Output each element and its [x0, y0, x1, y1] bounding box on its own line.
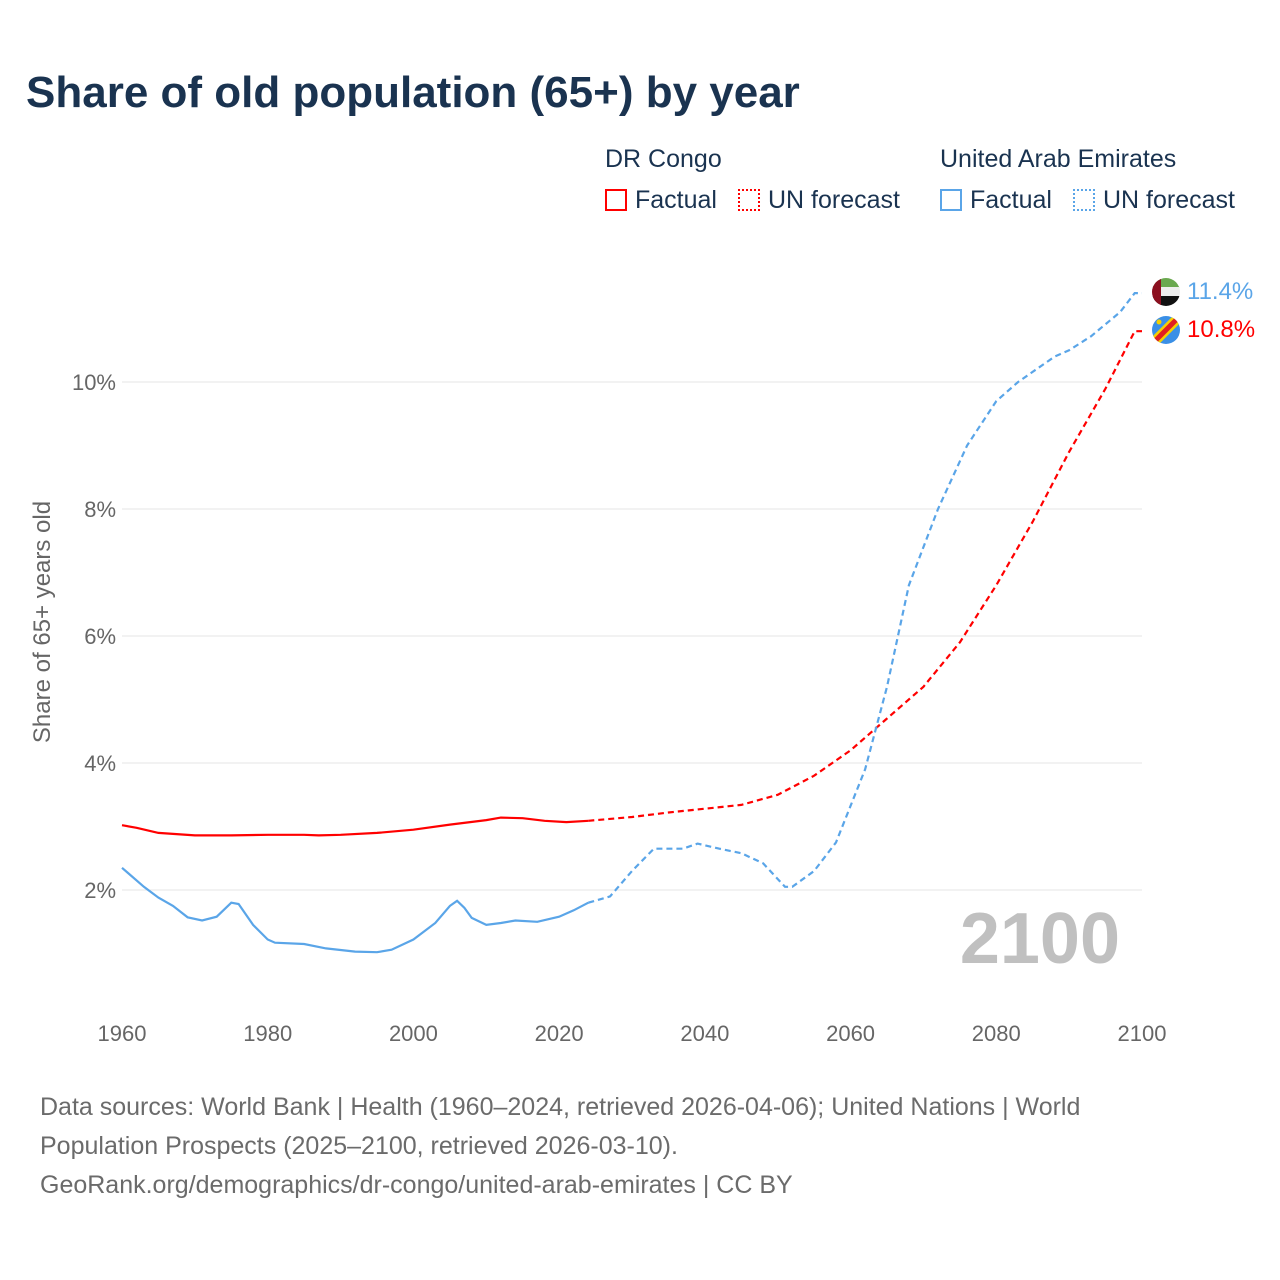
legend-swatch: [1073, 189, 1095, 211]
uae-flag-icon: [1152, 278, 1180, 306]
y-tick-label: 10%: [72, 370, 116, 395]
footer-link[interactable]: GeoRank.org/demographics/dr-congo/united…: [40, 1171, 793, 1199]
x-tick-label: 2080: [972, 1021, 1021, 1046]
x-tick-label: 1980: [243, 1021, 292, 1046]
legend-label: UN forecast: [768, 186, 900, 214]
chart-title: Share of old population (65+) by year: [26, 68, 800, 117]
x-tick-label: 2000: [389, 1021, 438, 1046]
footer-line: Population Prospects (2025–2100, retriev…: [40, 1132, 678, 1160]
x-tick-label: 2060: [826, 1021, 875, 1046]
drc-flag-icon: [1152, 316, 1180, 344]
footer-line: Data sources: World Bank | Health (1960–…: [40, 1093, 1081, 1121]
legend-label: Factual: [635, 186, 717, 214]
legend-swatch: [605, 189, 627, 211]
year-watermark: 2100: [960, 899, 1120, 979]
series-line-factual-0: [121, 816, 589, 837]
legend-group-title: United Arab Emirates: [940, 145, 1177, 173]
legend-item-drc-forecast[interactable]: UN forecast: [738, 186, 900, 215]
x-tick-label: 2100: [1118, 1021, 1167, 1046]
x-tick-label: 1960: [98, 1021, 147, 1046]
x-tick-label: 2020: [535, 1021, 584, 1046]
legend-swatch: [738, 189, 760, 211]
legend-group-title: DR Congo: [605, 145, 722, 173]
legend-item-drc-factual[interactable]: Factual: [605, 186, 717, 215]
legend-label: UN forecast: [1103, 186, 1235, 214]
y-tick-label: 6%: [84, 624, 116, 649]
y-axis-label: Share of 65+ years old: [29, 501, 56, 743]
series-line-forecast-1: [587, 292, 1142, 904]
series-line-forecast-0: [588, 330, 1142, 822]
y-tick-label: 8%: [84, 497, 116, 522]
footer-sources: Data sources: World Bank | Health (1960–…: [40, 1088, 1190, 1205]
series-line-factual-1: [121, 866, 589, 954]
plot-area: 2% 4% 6% 8% 10% 1960 1980 2000 2020 2040 2060 2080 2…: [29, 278, 1255, 1046]
y-tick-label: 4%: [84, 751, 116, 776]
legend-swatch: [940, 189, 962, 211]
drc-end-label: 10.8%: [1187, 316, 1255, 343]
x-tick-label: 2040: [680, 1021, 729, 1046]
uae-end-label: 11.4%: [1187, 278, 1253, 305]
legend-item-uae-factual[interactable]: Factual: [940, 186, 1052, 215]
legend-item-uae-forecast[interactable]: UN forecast: [1073, 186, 1235, 215]
legend-label: Factual: [970, 186, 1052, 214]
y-tick-label: 2%: [84, 878, 116, 903]
